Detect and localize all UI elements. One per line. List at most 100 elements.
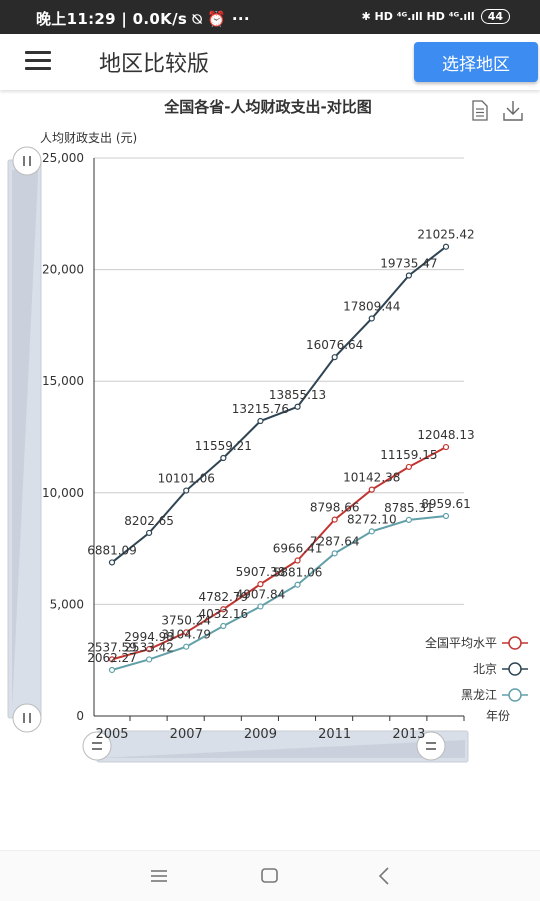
data-label: 2533.42	[124, 640, 174, 654]
data-label: 19735.47	[380, 257, 437, 271]
page-title: 地区比较版	[99, 52, 210, 77]
data-label: 2994.98	[124, 630, 174, 644]
data-label: 8202.65	[124, 514, 174, 528]
data-label: 2062.27	[87, 651, 137, 665]
x-tick-label: 2011	[318, 727, 351, 742]
home-nav-icon[interactable]	[259, 865, 289, 887]
line-chart: 全国各省-人均财政支出-对比图 人均财政支出 (元) 年份	[7, 98, 528, 763]
data-label: 8272.10	[347, 512, 397, 526]
data-point	[442, 443, 450, 451]
zoom-handle-right[interactable]	[416, 731, 446, 761]
data-point	[108, 656, 116, 663]
x-axis-label: 年份	[486, 709, 510, 723]
data-label: 10101.06	[158, 472, 215, 486]
chart-title: 全国各省-人均财政支出-对比图	[163, 98, 371, 116]
data-label: 5907.38	[236, 565, 286, 579]
y-axis-label: 人均财政支出 (元)	[40, 131, 137, 145]
data-label: 3750.24	[161, 613, 211, 627]
legend-item[interactable]: 黑龙江	[461, 688, 528, 702]
data-point	[368, 486, 375, 493]
zoom-handle-left[interactable]	[82, 731, 112, 761]
data-label: 13215.76	[232, 402, 289, 416]
series-line-北京	[111, 245, 447, 564]
data-label: 3104.79	[161, 628, 211, 642]
data-point	[146, 646, 153, 653]
data-point	[183, 487, 190, 494]
y-tick-label: 15,000	[42, 374, 84, 388]
data-point	[257, 417, 264, 425]
series-line-全国平均水平	[111, 446, 447, 661]
document-icon[interactable]	[472, 100, 488, 121]
data-point	[442, 243, 450, 250]
y-tick-label: 0	[76, 709, 84, 723]
data-label: 17809.44	[343, 299, 400, 313]
data-point	[294, 557, 301, 564]
data-point	[405, 463, 412, 471]
data-label: 4782.79	[199, 590, 249, 604]
data-label: 6881.09	[87, 543, 137, 557]
data-point	[442, 512, 450, 520]
chart-container: 全国各省-人均财政支出-对比图 人均财政支出 (元) 年份	[0, 90, 540, 790]
data-point	[331, 550, 338, 557]
app-bar: 地区比较版 选择地区	[0, 34, 540, 90]
data-point	[146, 656, 153, 663]
data-label: 10142.38	[343, 471, 400, 485]
hamburger-menu-icon[interactable]	[25, 51, 51, 73]
data-label: 11159.15	[380, 448, 437, 462]
data-label: 7287.64	[310, 534, 360, 548]
x-tick-label: 2009	[244, 727, 277, 742]
series-line-黑龙江	[111, 515, 447, 671]
signal-indicators: ✱ HD ⁴ᴳ.ıll HD ⁴ᴳ.ıll	[361, 10, 475, 23]
data-label: 11559.21	[195, 439, 252, 453]
data-point	[220, 606, 227, 613]
back-nav-icon[interactable]	[374, 865, 404, 887]
status-bar: 晚上11:29 | 0.0K/s ⍉ ⏰ ··· ✱ HD ⁴ᴳ.ıll HD …	[0, 0, 540, 34]
data-point	[257, 581, 264, 588]
x-tick-label: 2005	[95, 727, 128, 742]
data-point	[220, 454, 227, 462]
x-tick-label: 2007	[170, 727, 203, 742]
data-label: 2537.59	[87, 640, 137, 654]
legend-marker	[508, 662, 522, 676]
menu-nav-icon[interactable]	[148, 865, 178, 887]
vertical-zoom-slider[interactable]	[7, 146, 42, 733]
legend-label: 黑龙江	[461, 688, 497, 702]
data-point	[368, 315, 375, 322]
data-label: 21025.42	[417, 228, 474, 242]
data-label: 6966.41	[273, 542, 323, 556]
legend-item[interactable]: 全国平均水平	[425, 635, 528, 650]
data-point	[405, 272, 412, 279]
system-nav-bar	[0, 850, 540, 901]
zoom-handle-bottom[interactable]	[12, 703, 42, 733]
data-label: 5881.06	[273, 566, 323, 580]
data-label: 13855.13	[269, 388, 326, 402]
data-label: 4032.16	[199, 607, 249, 621]
data-label: 4907.84	[236, 587, 286, 601]
select-region-button[interactable]: 选择地区	[414, 42, 538, 82]
data-label: 8798.66	[310, 501, 360, 515]
zoom-handle-top[interactable]	[12, 146, 42, 176]
status-time: 晚上11:29 | 0.0K/s ⍉ ⏰ ···	[36, 10, 250, 28]
data-point	[368, 528, 375, 535]
data-point	[331, 516, 338, 523]
y-tick-label: 10,000	[42, 486, 84, 500]
status-indicators: ✱ HD ⁴ᴳ.ıll HD ⁴ᴳ.ıll 44	[361, 9, 510, 24]
legend-marker	[508, 636, 522, 650]
data-point	[108, 559, 116, 566]
y-tick-label: 5,000	[50, 597, 84, 611]
data-point	[220, 622, 227, 630]
horizontal-zoom-slider[interactable]	[82, 730, 469, 763]
data-label: 8959.61	[421, 497, 471, 511]
plot-area: 0 5,000 10,000 15,000 20,000 25,000 2005 2007 20…	[42, 151, 475, 742]
data-point	[183, 643, 190, 650]
data-label: 16076.64	[306, 338, 363, 352]
y-tick-label: 20,000	[42, 263, 84, 277]
legend-item[interactable]: 北京	[473, 662, 528, 676]
data-label: 8785.31	[384, 501, 434, 515]
data-point	[294, 581, 301, 588]
data-point	[257, 603, 264, 610]
download-icon[interactable]	[503, 101, 523, 121]
y-tick-label: 25,000	[42, 151, 84, 165]
data-label: 12048.13	[417, 428, 474, 442]
